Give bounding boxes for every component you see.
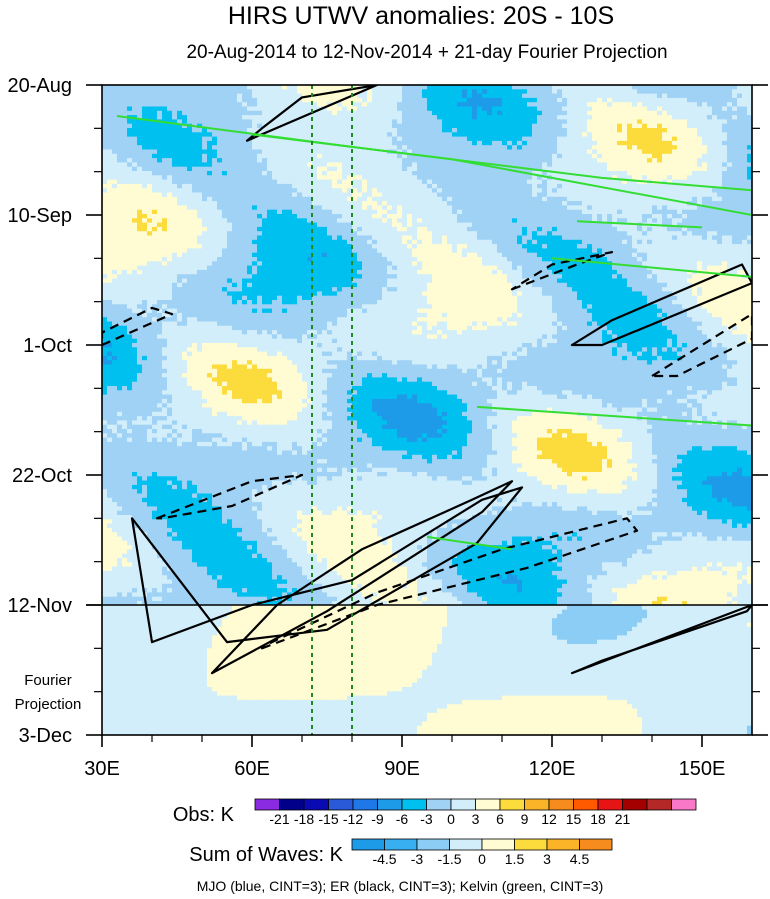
obs-swatch [352,798,378,811]
waves-level-label: -3 [411,851,424,867]
kelvin-contour-positive [116,115,752,192]
waves-level-label: -4.5 [372,851,396,867]
waves-swatch [514,838,548,851]
obs-swatch [328,798,354,811]
waves-level-label: 4.5 [570,851,590,867]
projection-label-1: Fourier [24,672,72,689]
kelvin-contour-positive [251,133,752,216]
obs-swatch [450,798,476,811]
waves-colorbar: -4.5 -3 -1.5 0 1.5 3 4.5 [351,838,613,867]
x-tick-label: 30E [84,758,120,780]
waves-level-label: 0 [478,851,486,867]
obs-swatch [279,798,305,811]
waves-level-label: -1.5 [437,851,461,867]
kelvin-contour-positive [551,257,752,278]
obs-swatch [646,798,672,811]
waves-swatch [481,838,515,851]
obs-swatch [548,798,574,811]
x-tick-label: 90E [384,758,420,780]
x-tick-label: 150E [679,758,726,780]
waves-level-label: 1.5 [505,851,525,867]
obs-level-label: -18 [294,811,314,827]
waves-swatch [384,838,418,851]
er-contour-negative [102,306,174,347]
er-contour-negative [510,251,614,291]
obs-level-label: -15 [318,811,338,827]
obs-swatch [401,798,427,811]
obs-swatch [475,798,501,811]
er-contour-positive [570,263,752,347]
obs-level-label: 9 [521,811,529,827]
chart-subtitle: 20-Aug-2014 to 12-Nov-2014 + 21-day Four… [186,42,667,63]
obs-swatch [303,798,329,811]
kelvin-contour-positive [576,220,703,229]
x-tick-label: 120E [529,758,576,780]
waves-swatch [351,838,385,851]
obs-swatch [377,798,403,811]
wave-contours [102,85,752,675]
obs-level-label: -6 [396,811,409,827]
obs-swatch [499,798,525,811]
y-axis: 20-Aug 10-Sep 1-Oct 22-Oct 12-Nov 3-Dec [8,75,768,747]
y-tick-label: 22-Oct [12,465,72,487]
waves-colorbar-label: Sum of Waves: K [189,844,343,866]
er-contour-positive [245,85,379,142]
er-contour-positive [210,480,514,675]
er-contour-negative [155,473,304,520]
obs-level-label: 21 [615,811,631,827]
obs-level-label: -12 [343,811,363,827]
chart-title: HIRS UTWV anomalies: 20S - 10S [228,2,614,30]
footnote: MJO (blue, CINT=3); ER (black, CINT=3); … [197,878,604,894]
obs-colorbar: -21 -18 -15 -12 -9 -6 -3 0 3 6 9 12 15 18 21 [254,798,697,827]
er-contour-negative [260,517,639,650]
y-tick-label: 12-Nov [8,595,72,617]
projection-label-2: Projection [15,696,82,713]
er-contour-positive [130,486,524,644]
obs-level-label: -3 [420,811,433,827]
y-tick-label: 20-Aug [8,75,73,97]
anomaly-field [102,85,752,735]
x-tick-label: 60E [234,758,270,780]
kelvin-contour-positive [476,405,752,427]
waves-level-label: 3 [543,851,551,867]
waves-swatch [546,838,580,851]
obs-swatch [426,798,452,811]
waves-swatch [449,838,483,851]
plot-frame [101,84,753,736]
waves-swatch [416,838,450,851]
y-tick-label: 10-Sep [8,205,73,227]
obs-level-label: 0 [447,811,455,827]
y-tick-label: 1-Oct [23,335,72,357]
plot-area [102,85,752,735]
obs-level-label: 15 [566,811,582,827]
obs-level-label: 12 [541,811,557,827]
x-axis: 30E 60E 90E 120E 150E [84,735,725,780]
obs-swatch [524,798,550,811]
obs-swatch [671,798,697,811]
obs-swatch [254,798,280,811]
obs-level-label: 6 [496,811,504,827]
obs-colorbar-label: Obs: K [173,804,235,826]
obs-swatch [622,798,648,811]
obs-level-label: -21 [269,811,289,827]
waves-swatch [579,838,613,851]
y-tick-label: 3-Dec [19,725,72,747]
kelvin-contour-positive [426,535,513,551]
er-contour-negative [650,312,752,378]
obs-level-label: 18 [590,811,606,827]
obs-swatch [573,798,599,811]
obs-level-label: -9 [371,811,384,827]
obs-level-label: 3 [472,811,480,827]
obs-swatch [597,798,623,811]
er-contour-positive [570,603,752,675]
